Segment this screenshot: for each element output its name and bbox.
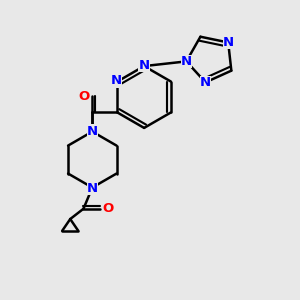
- Text: N: N: [87, 124, 98, 137]
- Text: N: N: [87, 182, 98, 195]
- Text: N: N: [200, 76, 211, 89]
- Text: N: N: [181, 55, 192, 68]
- Text: N: N: [223, 36, 234, 49]
- Text: N: N: [111, 74, 122, 88]
- Text: O: O: [102, 202, 113, 215]
- Text: O: O: [78, 90, 90, 103]
- Text: N: N: [139, 59, 150, 72]
